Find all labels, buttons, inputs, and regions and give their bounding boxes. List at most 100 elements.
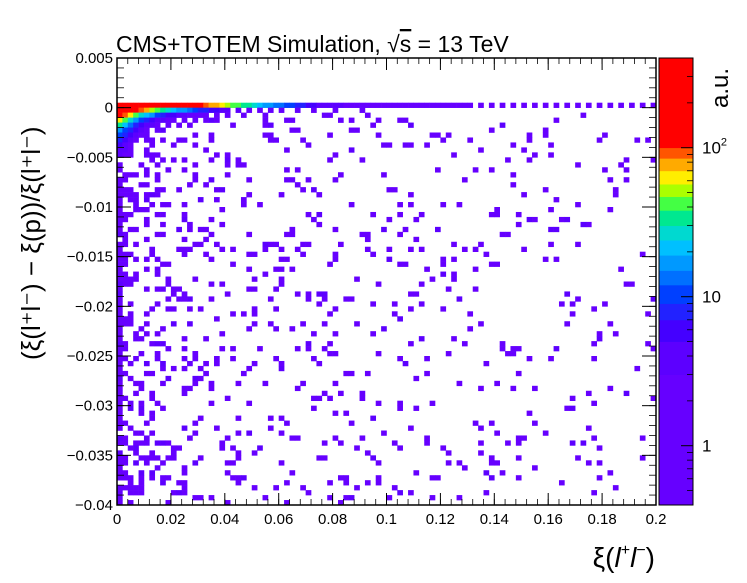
heatmap-cell <box>408 122 414 128</box>
heatmap-cell <box>122 341 129 347</box>
heatmap-cell <box>364 246 371 252</box>
heatmap-cell <box>117 182 123 188</box>
heatmap-cell <box>165 281 172 287</box>
heatmap-cell <box>214 187 220 193</box>
heatmap-cell <box>397 405 403 411</box>
heatmap-cell <box>117 221 123 228</box>
heatmap-cell <box>278 256 285 262</box>
heatmap-cell <box>639 251 646 257</box>
heatmap-cell <box>327 132 333 138</box>
heatmap-cell <box>235 415 242 421</box>
heatmap-cell <box>596 331 603 337</box>
heatmap-cell <box>133 241 139 248</box>
heatmap-cell <box>337 475 344 481</box>
heatmap-cell <box>305 341 312 347</box>
heatmap-cell <box>117 187 123 193</box>
heatmap-cell <box>548 356 554 362</box>
heatmap-cell <box>197 375 204 382</box>
heatmap-cell <box>154 172 161 178</box>
heatmap-cell <box>278 266 285 272</box>
chart-title-sqrt: √ <box>387 31 400 57</box>
heatmap-cell <box>337 117 344 123</box>
heatmap-cell <box>585 460 592 466</box>
heatmap-cell <box>165 261 172 267</box>
heatmap-cell <box>235 107 242 113</box>
x-tick-label: 0.18 <box>587 511 616 528</box>
heatmap-cell <box>548 152 554 158</box>
heatmap-cell <box>262 132 269 138</box>
heatmap-cell <box>397 400 403 406</box>
heatmap-cell <box>149 415 156 421</box>
heatmap-cell <box>176 112 182 118</box>
heatmap-cell <box>192 420 199 426</box>
heatmap-cell <box>553 226 560 233</box>
heatmap-cell <box>262 495 269 501</box>
heatmap-cell <box>418 281 425 287</box>
heatmap-cell <box>354 445 360 451</box>
x-tick-label: 0.06 <box>264 511 293 528</box>
heatmap-cell <box>305 296 312 302</box>
heatmap-cell <box>149 410 156 416</box>
heatmap-cell <box>294 435 301 441</box>
heatmap-cell <box>300 137 306 143</box>
heatmap-cell <box>558 301 565 307</box>
heatmap-cell <box>311 107 317 113</box>
heatmap-cell <box>359 390 366 397</box>
heatmap-cell <box>348 370 355 377</box>
heatmap-cell <box>553 256 560 262</box>
heatmap-cell <box>122 370 129 377</box>
heatmap-cell <box>240 102 247 108</box>
heatmap-cell <box>596 137 603 143</box>
heatmap-cell <box>214 241 220 248</box>
heatmap-cell <box>117 455 123 461</box>
heatmap-cell <box>197 495 204 501</box>
heatmap-cell <box>321 440 328 446</box>
heatmap-cell <box>456 495 463 501</box>
heatmap-cell <box>418 102 425 108</box>
heatmap-cell <box>117 276 123 282</box>
heatmap-cell <box>548 241 554 248</box>
heatmap-cell <box>192 375 199 382</box>
heatmap-cell <box>133 490 139 496</box>
heatmap-cell <box>165 167 172 173</box>
heatmap-cell <box>300 380 306 387</box>
heatmap-cell <box>143 286 150 292</box>
heatmap-cell <box>143 102 150 108</box>
heatmap-cell <box>332 177 339 183</box>
heatmap-cell <box>138 207 145 213</box>
heatmap-cell <box>591 341 598 347</box>
heatmap-cell <box>154 231 161 238</box>
color-scale-box <box>659 184 693 197</box>
heatmap-cell <box>278 281 285 287</box>
heatmap-cell <box>208 400 215 406</box>
heatmap-cell <box>262 271 269 277</box>
heatmap-cell <box>580 440 587 446</box>
heatmap-cell <box>478 102 484 108</box>
heatmap-cell <box>532 465 538 471</box>
heatmap-cell <box>397 445 403 451</box>
heatmap-cell <box>311 187 317 193</box>
heatmap-cell <box>117 266 123 272</box>
heatmap-cell <box>170 450 177 456</box>
heatmap-cell <box>278 276 285 282</box>
heatmap-cell <box>122 321 129 327</box>
heatmap-cell <box>117 485 123 491</box>
heatmap-cell <box>208 137 215 143</box>
heatmap-cell <box>149 122 156 128</box>
heatmap-cell <box>133 450 139 456</box>
heatmap-cell <box>289 266 296 272</box>
heatmap-cell <box>267 296 274 302</box>
heatmap-cell <box>117 400 123 406</box>
heatmap-cell <box>192 172 199 178</box>
heatmap-cell <box>483 251 490 257</box>
heatmap-cell <box>133 271 139 277</box>
heatmap-cell <box>278 365 285 372</box>
heatmap-cell <box>133 440 139 446</box>
heatmap-cell <box>521 102 527 108</box>
heatmap-cell <box>645 311 651 317</box>
heatmap-cell <box>267 122 274 128</box>
heatmap-cell <box>214 356 220 362</box>
heatmap-cell <box>499 231 506 238</box>
heatmap-cell <box>375 475 382 481</box>
heatmap-cell <box>122 316 129 322</box>
